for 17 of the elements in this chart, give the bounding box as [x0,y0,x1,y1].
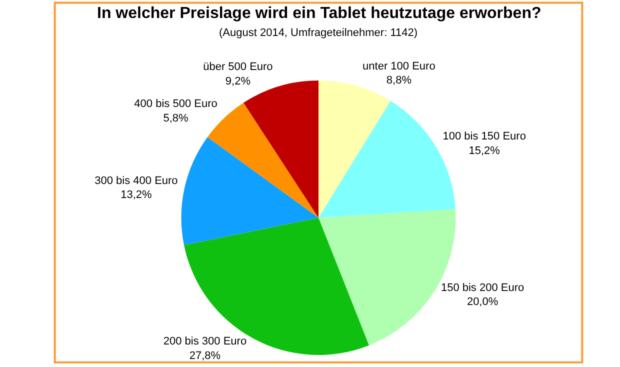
slice-label: 150 bis 200 Euro [440,282,524,294]
slice-label: über 500 Euro [203,60,273,73]
pie-slice [181,137,318,246]
data-label: 13,2% [120,189,152,202]
data-label: 27,8% [189,350,221,362]
chart-title: In welcher Preislage wird ein Tablet heutzutage erworben? [97,5,542,22]
data-label: 20,0% [466,296,498,308]
slice-label: 100 bis 150 Euro [442,130,526,143]
slice-label: unter 100 Euro [362,60,436,72]
chart-subtitle: (August 2014, Umfrageteilnehmer: 1142) [219,27,418,39]
data-label: 15,2% [468,144,500,157]
data-label: 9,2% [225,75,251,88]
data-label: 5,8% [163,112,189,125]
data-label: 8,8% [386,74,412,87]
slice-label: 200 bis 300 Euro [163,335,247,348]
slice-label: 300 bis 400 Euro [94,174,178,187]
slice-label: 400 bis 500 Euro [134,98,218,110]
